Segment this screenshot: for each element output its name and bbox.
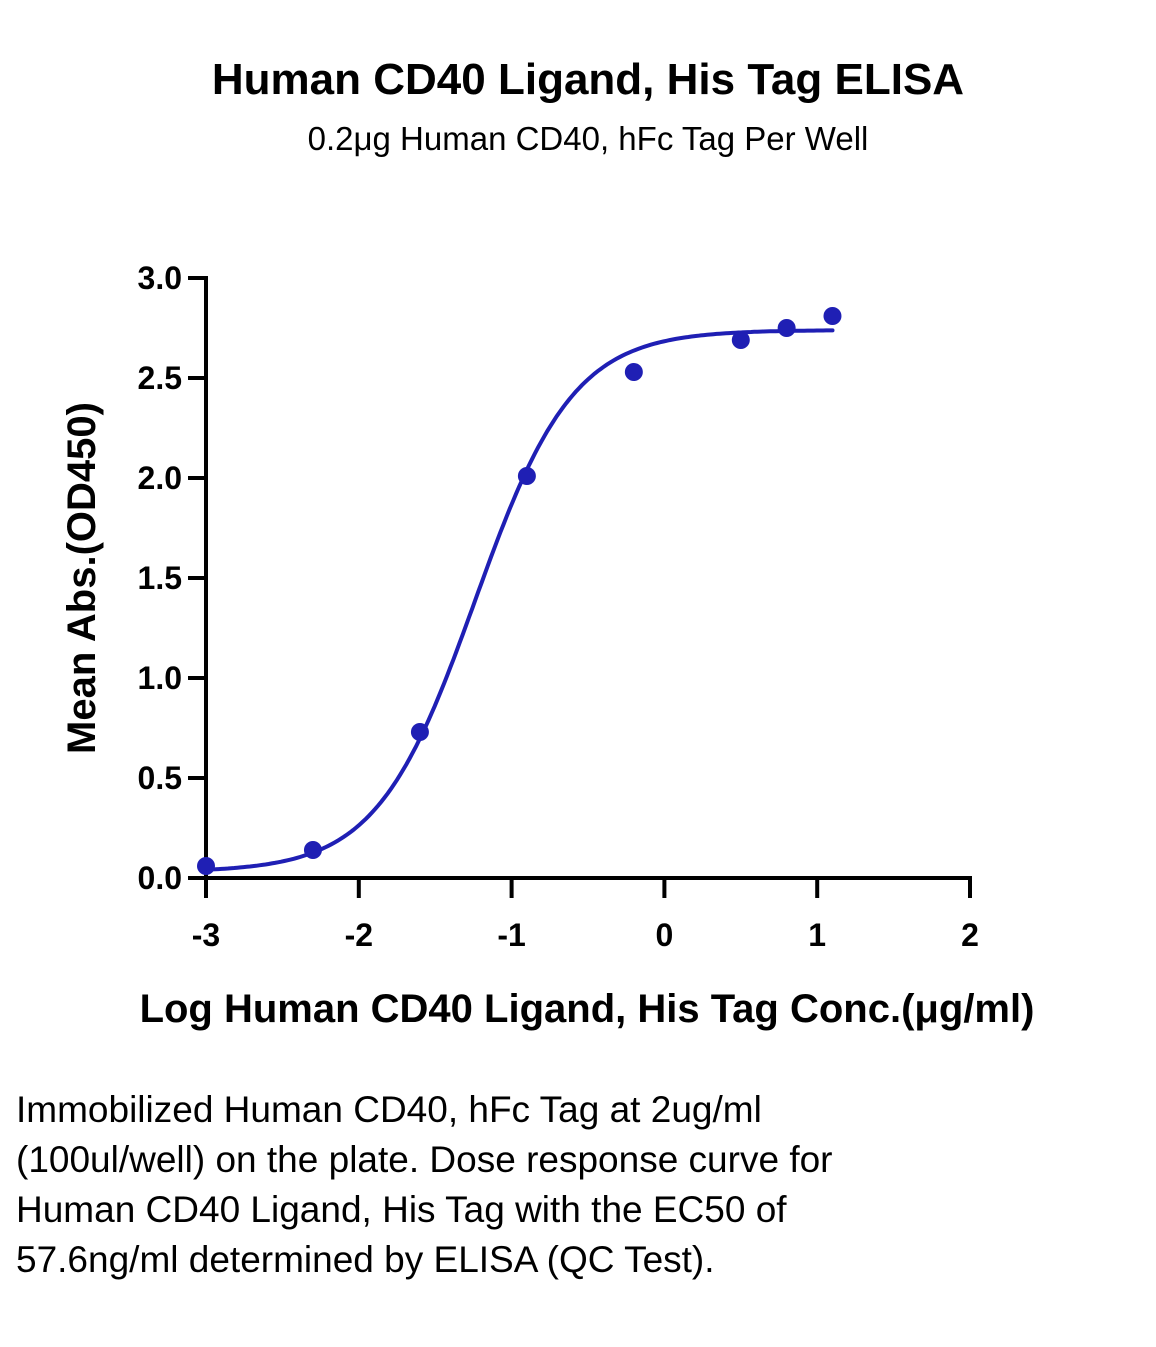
data-point (777, 319, 796, 337)
chart-subtitle: 0.2μg Human CD40, hFc Tag Per Well (308, 120, 869, 157)
y-axis-ticks: 0.0 0.5 1.0 1.5 2.0 2.5 3.0 (138, 260, 206, 896)
x-tick-label: -3 (192, 917, 220, 953)
x-tick-label: -2 (345, 917, 373, 953)
y-tick-label: 3.0 (138, 260, 182, 296)
data-point (823, 307, 842, 325)
y-tick-label: 2.5 (138, 360, 182, 396)
data-point (517, 467, 536, 485)
data-points (197, 307, 842, 875)
y-axis-label: Mean Abs.(OD450) (60, 402, 104, 754)
data-point (624, 363, 643, 381)
chart-axes (204, 276, 972, 880)
figure-caption: Immobilized Human CD40, hFc Tag at 2ug/m… (16, 1089, 833, 1280)
elisa-chart: Human CD40 Ligand, His Tag ELISA 0.2μg H… (60, 55, 1035, 1031)
fit-curve (204, 328, 835, 872)
x-tick-label: 1 (808, 917, 826, 953)
data-point (731, 331, 750, 349)
x-tick-label: -1 (497, 917, 525, 953)
y-tick-label: 2.0 (138, 460, 182, 496)
y-tick-label: 0.0 (138, 860, 182, 896)
y-tick-label: 1.0 (138, 660, 182, 696)
data-point (410, 723, 429, 741)
x-tick-label: 2 (961, 917, 979, 953)
y-tick-label: 0.5 (138, 760, 182, 796)
data-point (197, 857, 215, 875)
x-axis-ticks: -3 -2 -1 0 1 2 (192, 878, 979, 953)
x-tick-label: 0 (656, 917, 674, 953)
x-axis-label: Log Human CD40 Ligand, His Tag Conc.(μg/… (140, 987, 1035, 1031)
y-tick-label: 1.5 (138, 560, 182, 596)
data-point (303, 841, 322, 859)
chart-title: Human CD40 Ligand, His Tag ELISA (212, 55, 964, 104)
